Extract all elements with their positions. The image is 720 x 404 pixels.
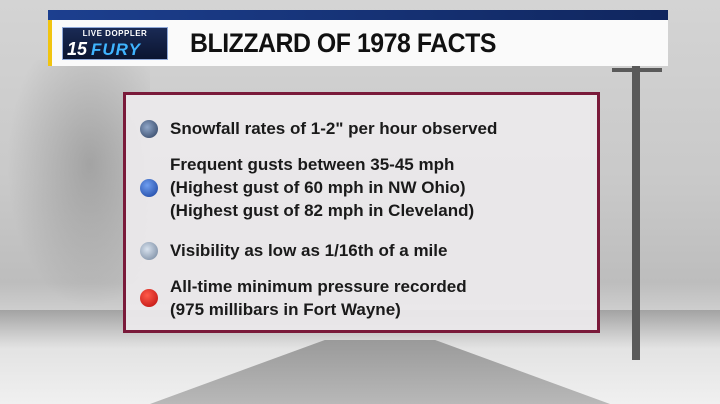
fog-visibility-icon — [140, 241, 158, 260]
pressure-dot-icon — [140, 289, 158, 307]
fact-text: Snowfall rates of 1-2" per hour observed — [170, 119, 498, 138]
fact-text: All-time minimum pressure recorded (975 … — [170, 277, 467, 319]
fact-item: Visibility as low as 1/16th of a mile — [140, 239, 447, 262]
fact-item: All-time minimum pressure recorded (975 … — [140, 275, 467, 321]
facts-panel: Snowfall rates of 1-2" per hour observed… — [123, 92, 600, 333]
fact-item: Frequent gusts between 35-45 mph (Highes… — [140, 153, 474, 222]
title-header: LIVE DOPPLER 15 FURY BLIZZARD OF 1978 FA… — [48, 10, 668, 66]
logo-brand: FURY — [91, 40, 141, 59]
fact-item: Snowfall rates of 1-2" per hour observed — [140, 117, 497, 140]
station-logo: LIVE DOPPLER 15 FURY — [62, 27, 168, 60]
logo-number: 15 — [67, 39, 88, 59]
logo-top-text: LIVE DOPPLER — [82, 29, 148, 38]
background-pole-crossbar — [612, 68, 662, 72]
fact-text: Frequent gusts between 35-45 mph (Highes… — [170, 155, 475, 220]
wind-icon — [140, 178, 158, 197]
background-utility-pole — [632, 60, 640, 360]
page-title: BLIZZARD OF 1978 FACTS — [190, 28, 496, 58]
fact-text: Visibility as low as 1/16th of a mile — [170, 241, 448, 260]
snowflake-icon — [140, 119, 158, 138]
header-stripe — [48, 10, 668, 20]
